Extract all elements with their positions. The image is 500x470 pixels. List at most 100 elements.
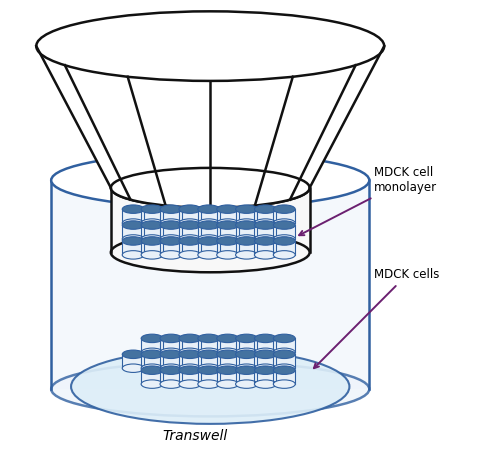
Polygon shape	[216, 338, 238, 352]
Ellipse shape	[216, 380, 238, 388]
Ellipse shape	[141, 237, 163, 245]
Ellipse shape	[254, 364, 276, 372]
Ellipse shape	[254, 348, 276, 357]
Ellipse shape	[198, 237, 220, 245]
Polygon shape	[160, 241, 182, 255]
Ellipse shape	[274, 366, 295, 375]
Ellipse shape	[160, 235, 182, 243]
Ellipse shape	[160, 364, 182, 372]
Text: MDCK cells: MDCK cells	[314, 268, 440, 368]
Ellipse shape	[179, 364, 201, 372]
Ellipse shape	[254, 350, 276, 359]
Polygon shape	[179, 209, 201, 223]
Ellipse shape	[198, 251, 220, 259]
Ellipse shape	[236, 334, 258, 343]
Polygon shape	[216, 209, 238, 223]
Polygon shape	[179, 241, 201, 255]
Ellipse shape	[179, 366, 201, 375]
Ellipse shape	[254, 235, 276, 243]
Ellipse shape	[198, 350, 220, 359]
Ellipse shape	[160, 237, 182, 245]
Polygon shape	[216, 354, 238, 368]
Ellipse shape	[111, 168, 310, 208]
Ellipse shape	[198, 348, 220, 357]
Ellipse shape	[274, 237, 295, 245]
Ellipse shape	[254, 237, 276, 245]
Text: MDCK cell
monolayer: MDCK cell monolayer	[299, 166, 438, 235]
Ellipse shape	[198, 205, 220, 213]
Ellipse shape	[36, 11, 384, 81]
Ellipse shape	[274, 205, 295, 213]
Ellipse shape	[274, 348, 295, 357]
Ellipse shape	[122, 219, 144, 227]
Ellipse shape	[236, 350, 258, 359]
Ellipse shape	[216, 364, 238, 372]
Polygon shape	[198, 225, 220, 239]
Ellipse shape	[179, 205, 201, 213]
Ellipse shape	[236, 221, 258, 229]
Ellipse shape	[122, 350, 144, 359]
Ellipse shape	[160, 350, 182, 359]
Ellipse shape	[160, 221, 182, 229]
Ellipse shape	[141, 350, 163, 359]
Ellipse shape	[236, 219, 258, 227]
Ellipse shape	[141, 219, 163, 227]
Ellipse shape	[179, 221, 201, 229]
Polygon shape	[160, 338, 182, 352]
Polygon shape	[179, 225, 201, 239]
Polygon shape	[198, 241, 220, 255]
Ellipse shape	[274, 350, 295, 359]
Polygon shape	[274, 354, 295, 368]
Ellipse shape	[141, 221, 163, 229]
Polygon shape	[179, 354, 201, 368]
Ellipse shape	[274, 334, 295, 343]
Polygon shape	[198, 354, 220, 368]
Ellipse shape	[179, 219, 201, 227]
Ellipse shape	[254, 334, 276, 343]
Polygon shape	[111, 188, 310, 252]
Ellipse shape	[216, 251, 238, 259]
Polygon shape	[236, 370, 258, 384]
Ellipse shape	[198, 219, 220, 227]
Ellipse shape	[160, 366, 182, 375]
Polygon shape	[141, 209, 163, 223]
Ellipse shape	[141, 251, 163, 259]
Polygon shape	[216, 370, 238, 384]
Polygon shape	[274, 225, 295, 239]
Ellipse shape	[216, 334, 238, 343]
Ellipse shape	[111, 233, 310, 272]
Polygon shape	[216, 241, 238, 255]
Polygon shape	[274, 209, 295, 223]
Ellipse shape	[236, 348, 258, 357]
Polygon shape	[179, 338, 201, 352]
Ellipse shape	[254, 221, 276, 229]
Polygon shape	[179, 370, 201, 384]
Ellipse shape	[179, 237, 201, 245]
Ellipse shape	[274, 221, 295, 229]
Ellipse shape	[236, 364, 258, 372]
Polygon shape	[274, 370, 295, 384]
Polygon shape	[141, 354, 163, 368]
Ellipse shape	[160, 334, 182, 343]
Ellipse shape	[51, 362, 370, 416]
Ellipse shape	[160, 348, 182, 357]
Ellipse shape	[141, 366, 163, 375]
Ellipse shape	[179, 251, 201, 259]
Ellipse shape	[160, 380, 182, 388]
Ellipse shape	[274, 235, 295, 243]
Ellipse shape	[122, 205, 144, 213]
Polygon shape	[274, 241, 295, 255]
Ellipse shape	[216, 235, 238, 243]
Ellipse shape	[216, 237, 238, 245]
Ellipse shape	[216, 221, 238, 229]
Polygon shape	[236, 354, 258, 368]
Ellipse shape	[254, 205, 276, 213]
Ellipse shape	[274, 219, 295, 227]
Ellipse shape	[216, 219, 238, 227]
Polygon shape	[160, 209, 182, 223]
Polygon shape	[254, 209, 276, 223]
Ellipse shape	[236, 235, 258, 243]
Polygon shape	[198, 209, 220, 223]
Ellipse shape	[160, 251, 182, 259]
Polygon shape	[198, 370, 220, 384]
